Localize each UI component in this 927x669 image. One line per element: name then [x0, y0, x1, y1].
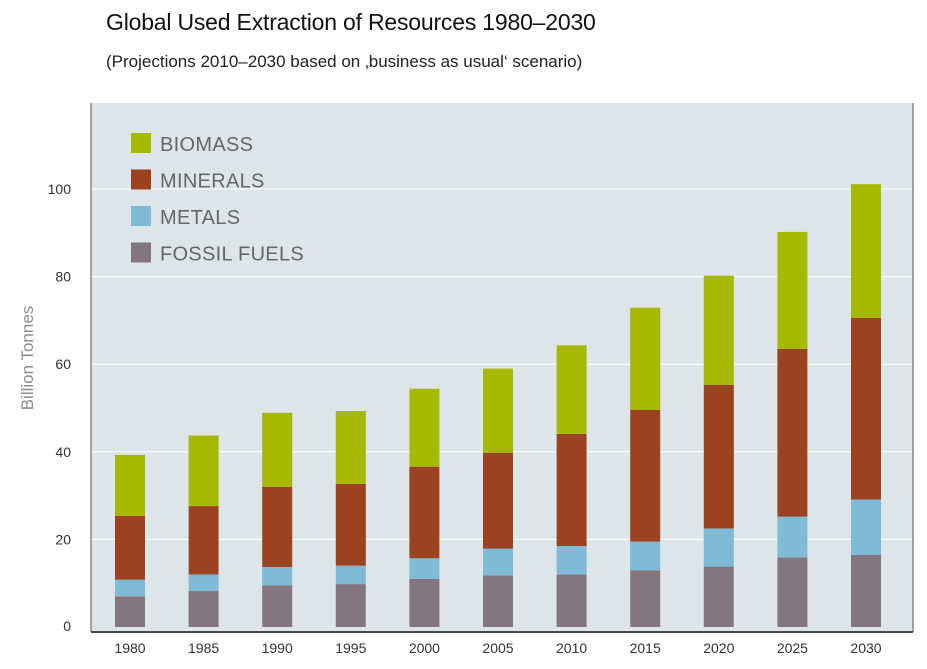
bar-2005-metals [483, 548, 513, 576]
bar-2010-fossil-fuels [556, 574, 587, 627]
bar-2000-fossil-fuels [409, 578, 440, 627]
y-tick-label-20: 20 [55, 531, 71, 547]
bar-2030-metals [851, 499, 881, 555]
bar-1980-biomass [115, 454, 145, 516]
legend-swatch-metals [131, 206, 151, 226]
bar-1995-metals [335, 565, 366, 585]
bar-2030-biomass [851, 184, 881, 318]
bar-2005-fossil-fuels [483, 575, 513, 627]
y-tick-label-80: 80 [55, 269, 71, 285]
y-tick-label-60: 60 [55, 356, 71, 372]
x-tick-label-2010: 2010 [556, 640, 587, 656]
bar-2005-minerals [483, 452, 513, 549]
x-tick-label-2000: 2000 [409, 640, 440, 656]
legend-label-metals: METALS [160, 207, 240, 229]
bar-2025-minerals [777, 348, 808, 517]
x-tick-label-1995: 1995 [335, 640, 366, 656]
x-tick-label-1980: 1980 [114, 640, 145, 656]
bar-2000-minerals [409, 466, 440, 559]
x-tick-label-2015: 2015 [630, 640, 661, 656]
bar-1990-fossil-fuels [262, 585, 293, 627]
bar-2015-fossil-fuels [630, 570, 661, 627]
bar-1985-biomass [188, 435, 219, 507]
bar-1985-metals [188, 574, 219, 592]
bar-1985-minerals [188, 506, 219, 575]
bar-2020-biomass [703, 275, 734, 385]
bar-2010-metals [556, 545, 587, 575]
legend-swatch-biomass [131, 133, 151, 153]
legend: BIOMASS MINERALS METALS FOSSIL FUELS [131, 133, 304, 266]
x-tick-label-2020: 2020 [703, 640, 734, 656]
bar-1995-biomass [335, 411, 366, 484]
y-tick-label-100: 100 [48, 181, 72, 197]
bar-2030-minerals [851, 317, 881, 500]
legend-label-fossil-fuels: FOSSIL FUELS [160, 244, 304, 266]
legend-swatch-minerals [131, 169, 151, 190]
x-tick-label-2025: 2025 [777, 640, 808, 656]
y-axis-title: Billion Tonnes [18, 306, 37, 411]
bar-2000-metals [409, 558, 440, 579]
bar-1980-metals [115, 579, 145, 597]
bar-2025-metals [777, 516, 808, 558]
bar-2025-fossil-fuels [777, 557, 808, 627]
bar-2010-minerals [556, 433, 587, 546]
axes: 0 20 40 60 80 100 1980 1985 1990 1995 2000 2005 2010… [18, 103, 914, 656]
bar-2005-biomass [483, 368, 513, 453]
x-tick-label-1985: 1985 [188, 640, 219, 656]
bar-1995-minerals [335, 483, 366, 566]
chart-title: Global Used Extraction of Resources 1980… [106, 9, 596, 35]
bar-2000-biomass [409, 388, 440, 467]
y-tick-label-0: 0 [63, 618, 71, 634]
bar-2015-minerals [630, 409, 661, 542]
bar-2020-metals [703, 528, 734, 567]
bar-1980-fossil-fuels [115, 596, 145, 627]
bar-2025-biomass [777, 231, 808, 349]
bar-2015-biomass [630, 307, 661, 410]
plot-area [91, 103, 913, 632]
bar-1995-fossil-fuels [335, 584, 366, 627]
bar-2010-biomass [556, 345, 587, 434]
bar-1990-metals [262, 566, 293, 586]
bar-1990-biomass [262, 412, 293, 487]
bar-1990-minerals [262, 486, 293, 567]
legend-label-minerals: MINERALS [160, 171, 265, 193]
bar-1980-minerals [115, 515, 145, 580]
legend-label-biomass: BIOMASS [160, 134, 253, 156]
bar-1985-fossil-fuels [188, 591, 219, 627]
bar-2030-fossil-fuels [851, 554, 881, 627]
chart-subtitle: (Projections 2010–2030 based on ‚busines… [106, 52, 583, 71]
x-tick-label-2005: 2005 [482, 640, 513, 656]
legend-swatch-fossil-fuels [131, 242, 151, 263]
bar-2020-fossil-fuels [703, 566, 734, 627]
bar-2015-metals [630, 541, 661, 571]
y-tick-label-40: 40 [55, 444, 71, 460]
bar-2020-minerals [703, 384, 734, 529]
x-tick-label-2030: 2030 [850, 640, 881, 656]
x-tick-label-1990: 1990 [262, 640, 293, 656]
